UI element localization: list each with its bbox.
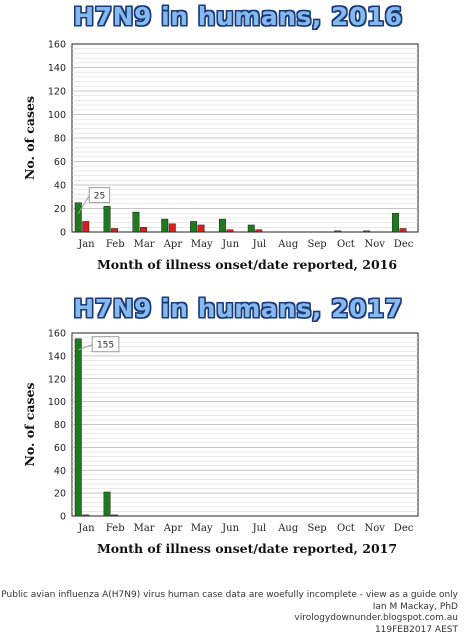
x-tick-label: Oct <box>337 523 355 534</box>
y-tick-label: 80 <box>54 134 66 145</box>
footer-date: 119FEB2017 AEST <box>374 624 458 635</box>
y-tick-label: 140 <box>48 351 66 362</box>
footer-author: Ian M Mackay, PhD <box>372 601 458 612</box>
chart-title-2017: H7N9 in humans, 2017 <box>73 294 403 323</box>
x-tick-label: Jan <box>77 523 95 534</box>
callout-box <box>88 187 111 204</box>
chart-title-2016: H7N9 in humans, 2016 <box>73 2 403 31</box>
y-tick-label: 160 <box>48 40 66 51</box>
x-tick-label: Jul <box>252 523 267 534</box>
x-tick-label: Jul <box>252 239 267 250</box>
bar <box>82 221 90 233</box>
x-axis-label: Month of illness onset/date reported, 20… <box>97 541 397 556</box>
x-tick-label: Jun <box>221 239 239 250</box>
bar <box>363 230 371 233</box>
x-tick-label: Aug <box>277 523 299 534</box>
x-axis-label: Month of illness onset/date reported, 20… <box>97 257 397 272</box>
y-tick-label: 40 <box>54 181 66 192</box>
bar <box>218 218 226 233</box>
callout-leader <box>77 195 90 214</box>
bar <box>161 218 169 233</box>
x-tick-label: Feb <box>106 239 125 250</box>
y-tick-label: 100 <box>48 397 66 408</box>
bar <box>399 228 407 233</box>
bar <box>190 221 198 233</box>
bar-chart-2016: 0 20 40 60 80 100 120 140 160 Jan Feb Mar Apr May Jun J… <box>22 40 419 272</box>
y-tick-label: 40 <box>54 466 66 477</box>
bar <box>111 514 119 517</box>
x-tick-label: Oct <box>337 239 355 250</box>
x-tick-label: Apr <box>163 523 183 534</box>
bar <box>82 514 90 517</box>
footer-disclaimer: Public avian influenza A(H7N9) virus hum… <box>1 590 458 600</box>
bar <box>197 224 205 233</box>
bar <box>139 227 147 233</box>
x-tick-label: Apr <box>163 239 183 250</box>
x-tick-label: May <box>191 239 213 250</box>
bar <box>111 228 119 233</box>
x-tick-label: Dec <box>394 523 414 534</box>
x-tick-label: Sep <box>307 523 326 534</box>
bar <box>226 229 234 233</box>
x-tick-label: Nov <box>365 239 386 250</box>
x-tick-label: Sep <box>307 239 326 250</box>
y-tick-label: 100 <box>48 110 66 121</box>
bar <box>334 230 342 233</box>
callout-leader <box>78 344 93 351</box>
x-tick-label: Dec <box>394 239 414 250</box>
bar <box>103 491 111 517</box>
y-tick-label: 120 <box>48 374 66 385</box>
y-tick-label: 0 <box>60 512 66 523</box>
y-tick-label: 120 <box>48 87 66 98</box>
x-tick-label: Mar <box>134 239 155 250</box>
y-tick-label: 160 <box>48 329 66 340</box>
bar <box>255 229 263 233</box>
x-tick-label: Nov <box>365 523 386 534</box>
y-axis-label: No. of cases <box>22 96 37 180</box>
y-tick-label: 60 <box>54 443 66 454</box>
y-axis-label: No. of cases <box>22 382 37 466</box>
callout-label: 25 <box>94 192 105 202</box>
bar <box>74 202 82 233</box>
bar <box>247 224 255 233</box>
y-tick-label: 60 <box>54 157 66 168</box>
x-tick-label: Feb <box>106 523 125 534</box>
bar <box>168 223 176 233</box>
y-tick-label: 20 <box>54 489 66 500</box>
y-tick-label: 0 <box>60 228 66 239</box>
x-tick-label: Jun <box>221 523 239 534</box>
x-tick-label: May <box>191 523 213 534</box>
y-tick-label: 140 <box>48 63 66 74</box>
bar <box>391 212 399 233</box>
x-tick-label: Jan <box>77 239 95 250</box>
bar <box>74 338 82 517</box>
y-tick-label: 20 <box>54 204 66 215</box>
bar <box>132 211 140 233</box>
callout-label: 155 <box>97 341 114 351</box>
bar <box>103 205 111 233</box>
y-tick-label: 80 <box>54 420 66 431</box>
footer: Public avian influenza A(H7N9) virus hum… <box>1 590 458 636</box>
footer-blog: virologydownunder.blogspot.com.au <box>294 613 458 623</box>
x-tick-label: Mar <box>134 523 155 534</box>
x-tick-label: Aug <box>277 239 299 250</box>
callout-box <box>91 336 120 353</box>
